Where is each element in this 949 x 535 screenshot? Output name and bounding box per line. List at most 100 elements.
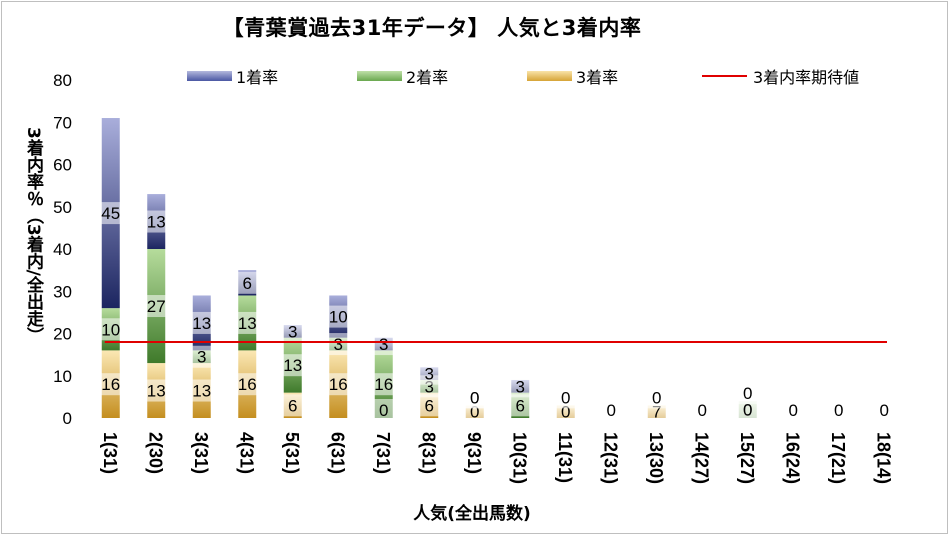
legend-item-1st: 1着率 — [187, 64, 278, 88]
data-label-bg — [734, 382, 761, 405]
data-label-bg — [143, 379, 170, 402]
data-label: 16 — [329, 375, 348, 394]
data-label: 10 — [101, 320, 120, 339]
data-label-bg — [461, 386, 488, 409]
y-tick-label: 80 — [53, 71, 72, 90]
data-label-bg — [279, 320, 306, 343]
x-tick-label: 6(31) — [327, 432, 347, 474]
data-label: 0 — [470, 403, 479, 422]
data-label-bg — [416, 362, 443, 385]
data-label: 16 — [374, 375, 393, 394]
data-label-bg — [97, 202, 124, 225]
x-tick-label: 9(31) — [464, 432, 484, 474]
data-label-bg — [598, 399, 625, 421]
y-axis-label: 3着内率％（3着内/全出走） — [23, 127, 43, 344]
x-tick-label: 2(30) — [145, 432, 165, 474]
data-label: 0 — [743, 401, 752, 420]
x-tick-label: 13(30) — [646, 432, 666, 484]
data-label: 3 — [288, 322, 297, 341]
data-label-bg — [370, 399, 397, 421]
data-label: 16 — [101, 375, 120, 394]
y-tick-label: 60 — [53, 156, 72, 175]
legend-item-3rd: 3着率 — [527, 64, 618, 88]
x-tick-label: 15(27) — [737, 432, 757, 484]
data-label-bg — [552, 386, 579, 409]
data-label: 6 — [288, 396, 297, 415]
data-label: 13 — [283, 356, 302, 375]
data-label-bg — [143, 295, 170, 318]
data-label: 3 — [334, 335, 343, 354]
data-label-bg — [325, 305, 352, 328]
legend-label-3rd: 3着率 — [576, 68, 619, 87]
y-tick-label: 0 — [63, 409, 72, 428]
y-tick-label: 30 — [53, 282, 72, 301]
data-label-bg — [689, 399, 716, 421]
data-label-bg — [188, 345, 215, 368]
data-label: 13 — [238, 314, 257, 333]
data-label: 0 — [652, 388, 661, 407]
data-label-bg — [234, 271, 261, 294]
data-label: 0 — [379, 401, 388, 420]
legend-label-1st: 1着率 — [236, 68, 279, 87]
x-tick-label: 8(31) — [418, 432, 438, 474]
x-tick-label: 5(31) — [282, 432, 302, 474]
data-label-bg — [143, 210, 170, 233]
x-axis-ticks: 1(31) 2(30) 3(31) 4(31) 5(31) 6(31) 7(31) 8(31)… — [100, 432, 894, 484]
x-tick-label: 11(31) — [555, 432, 575, 483]
data-label: 0 — [561, 403, 570, 422]
data-label: 0 — [698, 401, 707, 420]
data-label-bg — [234, 311, 261, 334]
data-label: 3 — [197, 348, 206, 367]
data-label: 0 — [743, 384, 752, 403]
x-tick-label: 1(31) — [100, 432, 120, 474]
data-label-bg — [188, 379, 215, 402]
data-label: 3 — [516, 377, 525, 396]
data-label-bg — [234, 373, 261, 396]
data-label-bg — [188, 311, 215, 334]
data-label-bg — [507, 375, 534, 398]
y-tick-label: 10 — [53, 367, 72, 386]
data-label: 3 — [425, 377, 434, 396]
data-labels: 1610451327131331316136613316310016363300… — [97, 202, 898, 423]
x-tick-label: 14(27) — [691, 432, 711, 484]
data-label-bg — [643, 386, 670, 409]
data-label: 0 — [880, 401, 889, 420]
x-tick-label: 7(31) — [373, 432, 393, 474]
x-tick-label: 12(31) — [600, 432, 620, 484]
x-axis-label: 人気(全出馬数) — [413, 504, 531, 524]
legend-swatch-2nd — [357, 71, 402, 81]
x-tick-label: 4(31) — [236, 432, 256, 474]
data-label: 13 — [192, 314, 211, 333]
y-tick-label: 70 — [53, 113, 72, 132]
data-label-bg — [825, 399, 852, 421]
data-label: 3 — [379, 335, 388, 354]
y-tick-label: 20 — [53, 325, 72, 344]
x-tick-label: 18(14) — [873, 432, 893, 484]
data-label: 3 — [425, 365, 434, 384]
data-label-bg — [780, 399, 807, 421]
data-label: 13 — [192, 382, 211, 401]
data-label: 6 — [516, 396, 525, 415]
data-label-bg — [279, 354, 306, 377]
y-tick-label: 50 — [53, 198, 72, 217]
data-label-bg — [507, 394, 534, 417]
legend-swatch-1st — [187, 71, 232, 81]
data-label-bg — [871, 399, 898, 421]
data-label-bg — [370, 333, 397, 356]
data-label: 13 — [147, 213, 166, 232]
data-label: 13 — [147, 382, 166, 401]
y-axis-ticks: 0 10 20 30 40 50 60 70 80 — [53, 71, 72, 428]
data-label: 16 — [238, 375, 257, 394]
x-tick-label: 16(24) — [782, 432, 802, 484]
legend-item-expected: 3着内率期待値 — [702, 64, 859, 88]
y-tick-label: 40 — [53, 240, 72, 259]
x-tick-label: 10(31) — [509, 432, 529, 484]
data-label-bg — [97, 318, 124, 341]
data-label: 0 — [607, 401, 616, 420]
data-label: 27 — [147, 297, 166, 316]
data-label-bg — [97, 373, 124, 396]
data-label: 10 — [329, 308, 348, 327]
legend-label-2nd: 2着率 — [406, 68, 449, 87]
